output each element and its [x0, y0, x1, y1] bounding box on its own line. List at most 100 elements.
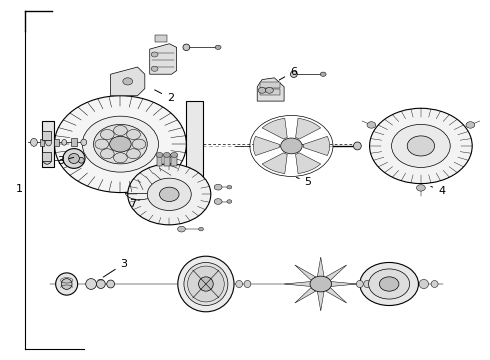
- Ellipse shape: [353, 142, 361, 150]
- Circle shape: [392, 125, 450, 167]
- Polygon shape: [262, 153, 287, 174]
- Ellipse shape: [63, 149, 85, 168]
- Bar: [42, 131, 51, 140]
- Bar: [155, 36, 167, 42]
- Circle shape: [82, 116, 159, 172]
- Ellipse shape: [43, 156, 51, 164]
- Ellipse shape: [56, 273, 77, 295]
- Circle shape: [94, 125, 147, 164]
- Circle shape: [368, 269, 410, 299]
- Text: 1: 1: [16, 184, 23, 194]
- Polygon shape: [303, 136, 330, 156]
- Ellipse shape: [178, 256, 234, 312]
- Circle shape: [367, 122, 376, 128]
- Circle shape: [95, 139, 109, 149]
- Text: 3: 3: [57, 156, 74, 166]
- Ellipse shape: [356, 280, 363, 288]
- Circle shape: [151, 66, 158, 71]
- Polygon shape: [326, 288, 346, 303]
- Ellipse shape: [30, 138, 37, 146]
- Ellipse shape: [188, 266, 224, 302]
- Bar: [71, 138, 77, 146]
- Text: 3: 3: [103, 259, 127, 277]
- Bar: [171, 154, 177, 166]
- Ellipse shape: [236, 280, 243, 288]
- Circle shape: [128, 164, 211, 225]
- Circle shape: [100, 149, 114, 159]
- Polygon shape: [257, 78, 284, 101]
- Ellipse shape: [62, 139, 67, 145]
- Circle shape: [147, 178, 191, 211]
- Circle shape: [310, 276, 331, 292]
- Polygon shape: [318, 292, 324, 311]
- Polygon shape: [295, 288, 316, 303]
- Circle shape: [54, 96, 186, 193]
- Polygon shape: [326, 265, 346, 280]
- Bar: [42, 121, 54, 167]
- Circle shape: [198, 227, 203, 231]
- Circle shape: [132, 139, 146, 149]
- Text: 5: 5: [296, 177, 312, 187]
- Text: 6: 6: [279, 67, 297, 80]
- Circle shape: [127, 149, 140, 159]
- Circle shape: [360, 262, 418, 306]
- Text: 2: 2: [155, 90, 174, 103]
- Bar: [157, 154, 162, 166]
- Polygon shape: [318, 257, 324, 276]
- Bar: [164, 154, 170, 166]
- Circle shape: [466, 122, 475, 128]
- Ellipse shape: [78, 157, 84, 163]
- Circle shape: [407, 136, 435, 156]
- Circle shape: [114, 153, 127, 163]
- Circle shape: [123, 78, 133, 85]
- Text: 7: 7: [129, 199, 140, 209]
- Ellipse shape: [107, 280, 115, 288]
- Polygon shape: [295, 118, 320, 139]
- Circle shape: [177, 226, 185, 232]
- Circle shape: [156, 152, 163, 157]
- Circle shape: [215, 45, 221, 49]
- Circle shape: [214, 199, 222, 204]
- Ellipse shape: [244, 280, 251, 288]
- Bar: [260, 89, 280, 95]
- Bar: [186, 100, 203, 188]
- Ellipse shape: [97, 279, 105, 288]
- Bar: [42, 152, 51, 161]
- Bar: [54, 139, 59, 145]
- Circle shape: [159, 187, 179, 202]
- Circle shape: [100, 130, 114, 140]
- Ellipse shape: [183, 44, 190, 50]
- Polygon shape: [111, 67, 145, 96]
- Polygon shape: [253, 136, 279, 156]
- Ellipse shape: [61, 279, 72, 289]
- Bar: [40, 139, 44, 146]
- Ellipse shape: [184, 262, 228, 306]
- Ellipse shape: [81, 139, 87, 145]
- Polygon shape: [331, 282, 357, 287]
- Polygon shape: [295, 265, 316, 280]
- Circle shape: [151, 52, 158, 57]
- Polygon shape: [295, 153, 320, 174]
- Ellipse shape: [364, 280, 370, 288]
- Polygon shape: [262, 118, 287, 139]
- Ellipse shape: [46, 139, 51, 146]
- Circle shape: [266, 87, 273, 93]
- Polygon shape: [150, 44, 176, 74]
- Bar: [260, 82, 280, 88]
- Circle shape: [369, 108, 472, 184]
- Circle shape: [320, 72, 326, 76]
- Circle shape: [227, 185, 232, 189]
- Circle shape: [171, 152, 177, 157]
- Circle shape: [416, 185, 425, 191]
- Ellipse shape: [431, 280, 438, 287]
- Ellipse shape: [419, 279, 429, 289]
- Circle shape: [258, 87, 266, 93]
- Circle shape: [281, 138, 302, 154]
- Circle shape: [214, 184, 222, 190]
- Ellipse shape: [69, 153, 79, 163]
- Polygon shape: [284, 282, 311, 287]
- Circle shape: [114, 126, 127, 135]
- Circle shape: [127, 130, 140, 140]
- Circle shape: [110, 136, 131, 152]
- Text: 4: 4: [431, 186, 445, 195]
